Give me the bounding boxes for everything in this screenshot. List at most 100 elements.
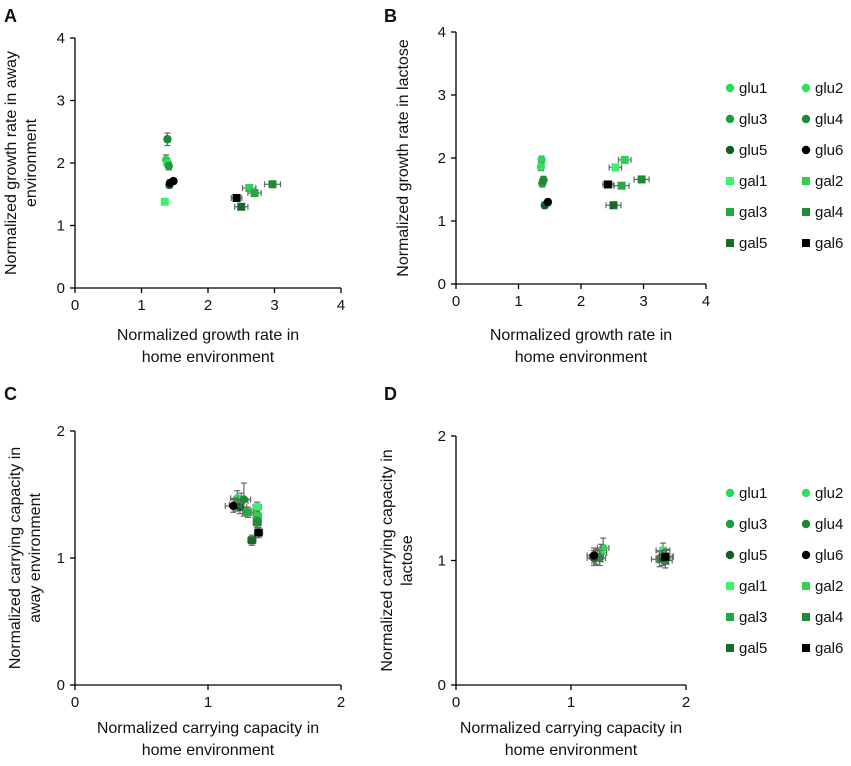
x-tick-label: 2 <box>204 297 212 314</box>
data-point-gal6 <box>602 180 614 189</box>
marker-square <box>245 184 254 192</box>
legend-label: gal5 <box>739 640 767 657</box>
legend-item-glu1: glu1 <box>725 485 767 502</box>
x-axis-label: Normalized growth rate in <box>490 327 672 344</box>
data-point-glu6 <box>586 547 602 564</box>
legend-label: glu5 <box>739 142 767 159</box>
panel-letter: D <box>384 384 397 404</box>
marker-square <box>253 503 262 512</box>
marker-square <box>637 175 646 184</box>
data-point-glu2 <box>536 162 546 172</box>
legend-marker-square <box>726 644 734 652</box>
panel-B: B 0 1 2 3 4 0 1 2 3 4 Normalized growth rate in home… <box>384 6 710 366</box>
data-point-gal2 <box>617 155 632 164</box>
legend-marker-square <box>726 239 734 247</box>
marker-circle <box>543 197 553 207</box>
legend-marker-circle <box>801 519 811 529</box>
marker-circle <box>229 501 238 511</box>
legend-item-glu4: glu4 <box>801 111 843 128</box>
data-point-gal3 <box>613 181 630 190</box>
legend-item-gal1: gal1 <box>726 578 767 595</box>
x-tick-label: 4 <box>702 293 710 310</box>
legend-label: glu1 <box>739 80 767 97</box>
panel-A: A 0 1 2 3 4 0 1 2 3 4 Normalized growth rate in home… <box>3 6 345 366</box>
legend-item-glu5: glu5 <box>725 142 767 159</box>
legend-item-gal4: gal4 <box>802 609 843 626</box>
data-point-gal4 <box>252 516 262 529</box>
y-axis-label: Normalized carrying capacity in <box>7 447 24 669</box>
y-tick-label: 2 <box>438 428 446 445</box>
marker-square <box>661 552 670 561</box>
marker-square <box>609 201 618 210</box>
legend-item-gal6: gal6 <box>802 235 843 252</box>
legend-label: gal1 <box>739 173 767 190</box>
data-point-glu4 <box>539 175 548 185</box>
x-tick-label: 1 <box>567 694 575 711</box>
panels: A 0 1 2 3 4 0 1 2 3 4 Normalized growth rate in home… <box>3 6 710 759</box>
data-point-gal5 <box>247 534 257 546</box>
legend-label: glu6 <box>815 142 843 159</box>
legend-marker-circle <box>725 83 735 93</box>
y-axis-label: Normalized growth rate in lactose <box>395 39 412 277</box>
legend-marker-square <box>726 208 734 216</box>
legend-marker-square <box>802 644 810 652</box>
x-tick-label: 0 <box>71 297 79 314</box>
legend-label: glu6 <box>815 547 843 564</box>
x-tick-label: 3 <box>639 293 647 310</box>
marker-square <box>160 197 169 206</box>
x-tick-label: 0 <box>452 694 460 711</box>
legend-marker-circle <box>801 550 811 560</box>
legend-marker-circle <box>801 488 811 498</box>
data-point-gal4 <box>263 180 282 189</box>
x-axis-label: home environment <box>142 742 275 759</box>
x-axis-label: Normalized carrying capacity in <box>97 720 319 737</box>
legend-label: gal3 <box>739 609 767 626</box>
panel-letter: B <box>384 6 397 26</box>
y-tick-label: 0 <box>57 677 65 694</box>
y-tick-label: 2 <box>57 155 65 172</box>
data-point-glu4 <box>236 482 252 517</box>
legend-item-gal3: gal3 <box>726 204 767 221</box>
data-point-gal6 <box>230 194 243 202</box>
data-point-gal6 <box>253 526 264 539</box>
legend-label: gal4 <box>815 609 843 626</box>
legend-marker-circle <box>725 145 735 155</box>
x-tick-label: 1 <box>204 694 212 711</box>
legend-item-gal6: gal6 <box>802 640 843 657</box>
x-tick-label: 2 <box>337 694 345 711</box>
data-point-gal6 <box>657 548 673 565</box>
marker-square <box>253 512 262 521</box>
y-axis-label: environment <box>23 118 40 207</box>
data-point-glu3 <box>164 161 173 171</box>
legend-item-glu6: glu6 <box>801 547 843 564</box>
legend-marker-circle <box>801 83 811 93</box>
legend-label: glu4 <box>815 516 843 533</box>
y-tick-label: 1 <box>438 553 446 570</box>
legend-label: gal6 <box>815 640 843 657</box>
legends: glu1 glu2 glu3 glu4 glu5 glu6 gal1 gal2 gal3 gal4… <box>725 80 843 657</box>
legend-item-glu3: glu3 <box>725 111 767 128</box>
x-axis-label: home environment <box>515 349 648 366</box>
marker-square <box>254 528 263 537</box>
legend-label: gal2 <box>815 578 843 595</box>
legend-label: glu3 <box>739 111 767 128</box>
data-point-gal1 <box>608 163 623 172</box>
y-tick-label: 1 <box>57 218 65 235</box>
legend-label: glu5 <box>739 547 767 564</box>
legend-label: gal6 <box>815 235 843 252</box>
legend-marker-circle <box>725 488 735 498</box>
marker-square <box>250 189 259 197</box>
data-point-gal1 <box>160 197 169 206</box>
data-point-gal3 <box>247 189 262 197</box>
x-tick-label: 0 <box>452 293 460 310</box>
marker-circle <box>589 551 599 560</box>
legend-item-gal2: gal2 <box>802 173 843 190</box>
data-point-glu6 <box>224 498 242 513</box>
marker-circle <box>164 161 173 171</box>
legend-item-glu3: glu3 <box>725 516 767 533</box>
x-tick-label: 2 <box>577 293 585 310</box>
marker-square <box>253 518 262 527</box>
y-tick-label: 0 <box>438 276 446 293</box>
